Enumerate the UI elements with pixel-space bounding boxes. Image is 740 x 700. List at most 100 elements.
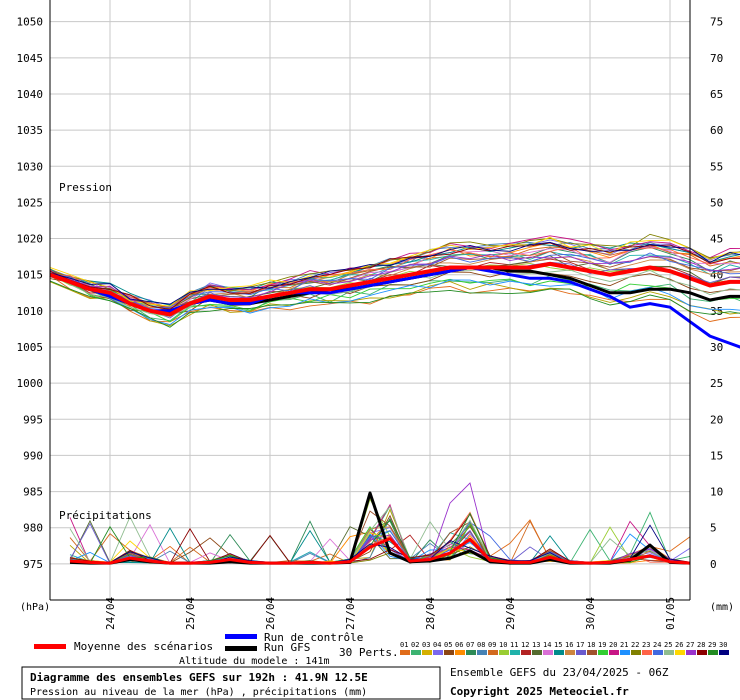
mm-tick-label: 45 xyxy=(710,233,723,246)
pressure-tick-label: 1050 xyxy=(17,16,44,29)
pert-swatch xyxy=(499,650,509,655)
date-tick-label: 28/04 xyxy=(424,597,437,630)
ensemble-member-pressure xyxy=(49,256,740,312)
perts-legend: 01 02 03 04 05 06 07 08 09 10 11 12 13 14 15 16 17 18 19 20… xyxy=(400,641,729,655)
mm-tick-label: 15 xyxy=(710,449,723,462)
pert-number: 22 xyxy=(631,641,639,649)
pert-swatch xyxy=(488,650,498,655)
pert-number: 18 xyxy=(587,641,595,649)
ensemble-member-pressure xyxy=(49,236,740,307)
pressure-tick-label: 1000 xyxy=(17,377,44,390)
pert-number: 14 xyxy=(543,641,551,649)
copyright: Copyright 2025 Meteociel.fr xyxy=(450,685,629,698)
mm-tick-label: 65 xyxy=(710,88,723,101)
pert-swatch xyxy=(697,650,707,655)
mm-tick-label: 60 xyxy=(710,124,723,137)
pert-swatch xyxy=(675,650,685,655)
pressure-tick-label: 1040 xyxy=(17,88,44,101)
mm-tick-label: 50 xyxy=(710,196,723,209)
pert-number: 27 xyxy=(686,641,694,649)
pert-number: 07 xyxy=(466,641,474,649)
pert-swatch xyxy=(400,650,410,655)
ensemble-member-pressure xyxy=(49,280,740,328)
pert-swatch xyxy=(543,650,553,655)
pert-swatch xyxy=(477,650,487,655)
pressure-label: Pression xyxy=(59,181,112,194)
series-line-pressure xyxy=(49,266,740,349)
pert-swatch xyxy=(521,650,531,655)
pert-number: 20 xyxy=(609,641,617,649)
pert-number: 10 xyxy=(499,641,507,649)
altitude-label: Altitude du modele : 141m xyxy=(179,656,330,667)
legend-mean: Moyenne des scénarios xyxy=(74,640,213,653)
mm-tick-label: 20 xyxy=(710,413,723,426)
pert-swatch xyxy=(631,650,641,655)
pressure-tick-label: 1010 xyxy=(17,305,44,318)
pert-swatch xyxy=(686,650,696,655)
pert-number: 19 xyxy=(598,641,606,649)
mm-tick-label: 25 xyxy=(710,377,723,390)
ensemble-member-pressure xyxy=(49,241,740,305)
pert-swatch xyxy=(444,650,454,655)
main-series xyxy=(49,261,740,565)
series-line-pressure xyxy=(49,261,740,317)
pressure-tick-label: 1020 xyxy=(17,233,44,246)
ensemble-member-pressure xyxy=(49,235,740,309)
pert-swatch xyxy=(510,650,520,655)
mm-tick-label: 10 xyxy=(710,486,723,499)
pressure-tick-label: 1005 xyxy=(17,341,44,354)
pert-number: 11 xyxy=(510,641,518,649)
ensemble-member-pressure xyxy=(49,252,740,309)
pressure-tick-label: 1045 xyxy=(17,52,44,65)
pert-swatch xyxy=(433,650,443,655)
pert-swatch xyxy=(642,650,652,655)
ensemble-member-pressure xyxy=(49,274,740,326)
legend-gfs: Run GFS xyxy=(264,641,310,654)
date-tick-label: 29/04 xyxy=(504,597,517,630)
pert-number: 12 xyxy=(521,641,529,649)
pert-number: 02 xyxy=(411,641,419,649)
legend: Moyenne des scénarios Run de contrôle Ru… xyxy=(34,631,729,698)
ensemble-member-pressure xyxy=(49,281,740,327)
pert-number: 30 xyxy=(719,641,727,649)
pert-number: 15 xyxy=(554,641,562,649)
mm-tick-label: 70 xyxy=(710,52,723,65)
pressure-tick-label: 975 xyxy=(23,558,43,571)
pert-swatch xyxy=(620,650,630,655)
pressure-tick-label: 980 xyxy=(23,522,43,535)
mm-tick-label: 55 xyxy=(710,160,723,173)
date-tick-label: 30/04 xyxy=(584,597,597,630)
pert-swatch xyxy=(455,650,465,655)
pert-swatch xyxy=(422,650,432,655)
pressure-tick-label: 995 xyxy=(23,413,43,426)
pert-number: 03 xyxy=(422,641,430,649)
pert-swatch xyxy=(466,650,476,655)
mm-tick-label: 35 xyxy=(710,305,723,318)
date-tick-label: 01/05 xyxy=(664,597,677,630)
legend-swatch-mean xyxy=(34,644,66,649)
pert-swatch xyxy=(609,650,619,655)
run-label: Ensemble GEFS du 23/04/2025 - 06Z xyxy=(450,666,669,679)
pert-swatch xyxy=(554,650,564,655)
pressure-tick-label: 1030 xyxy=(17,160,44,173)
pert-number: 09 xyxy=(488,641,496,649)
pressure-tick-label: 985 xyxy=(23,486,43,499)
legend-control: Run de contrôle xyxy=(264,631,363,644)
pert-number: 05 xyxy=(444,641,452,649)
mm-tick-label: 75 xyxy=(710,16,723,29)
pert-swatch xyxy=(708,650,718,655)
grid xyxy=(50,0,690,600)
pert-number: 04 xyxy=(433,641,441,649)
pert-number: 01 xyxy=(400,641,408,649)
chart-title: Diagramme des ensembles GEFS sur 192h : … xyxy=(30,671,368,684)
pert-swatch xyxy=(576,650,586,655)
ensemble-members xyxy=(49,233,740,565)
pert-number: 08 xyxy=(477,641,485,649)
pert-number: 28 xyxy=(697,641,705,649)
date-tick-label: 24/04 xyxy=(104,597,117,630)
legend-swatch-gfs xyxy=(225,646,257,651)
axis-ticks: 9759809859909951000100510101015102010251… xyxy=(17,16,724,630)
pert-number: 21 xyxy=(620,641,628,649)
plot-frame xyxy=(49,0,691,601)
pert-swatch xyxy=(598,650,608,655)
